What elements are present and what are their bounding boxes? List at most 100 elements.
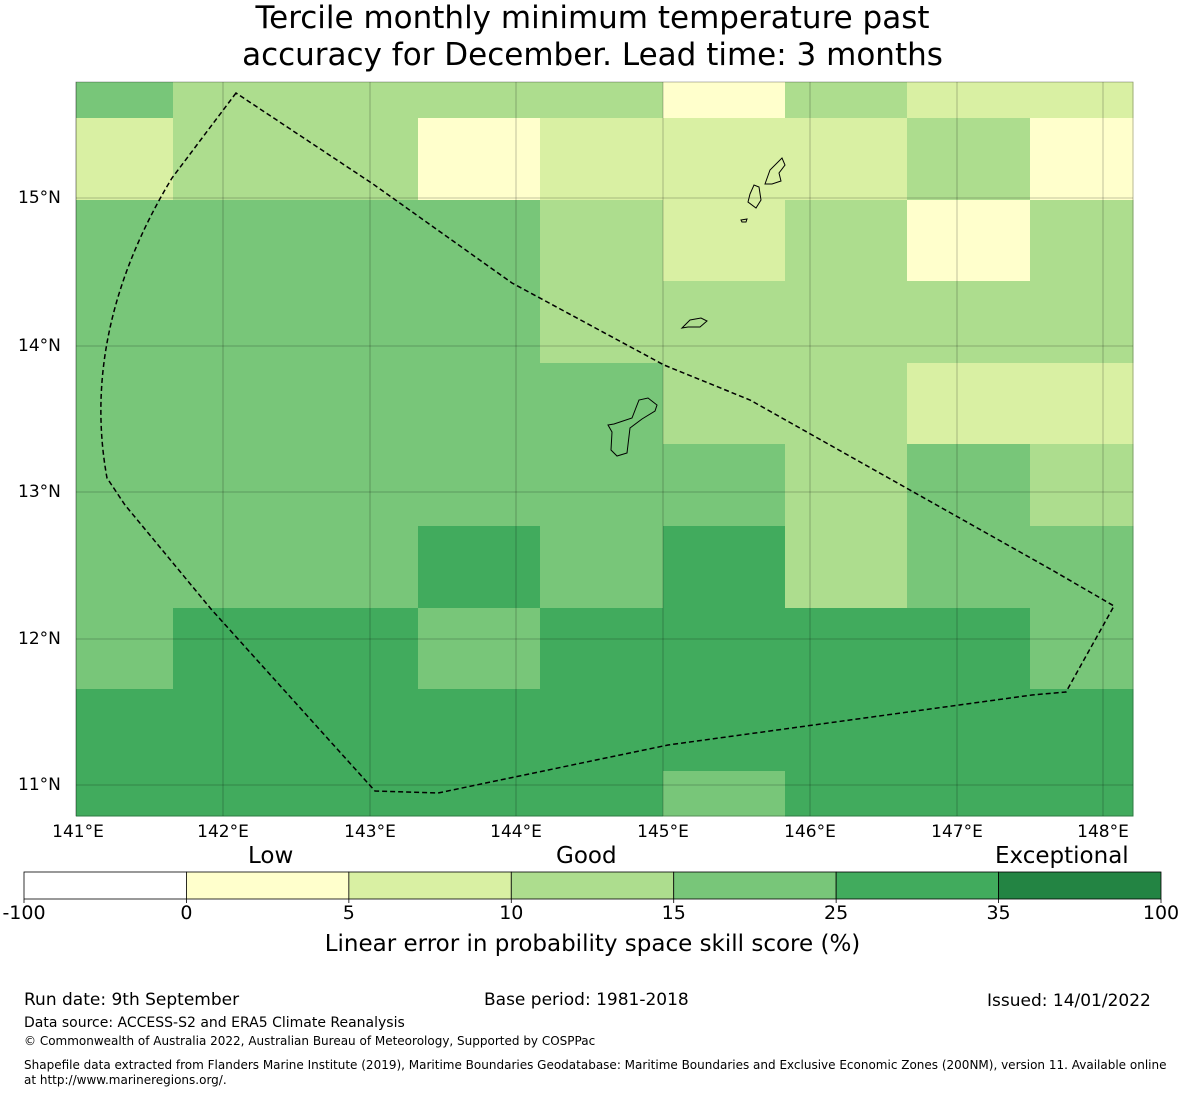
grid-cell <box>663 200 786 282</box>
grid-cell <box>296 526 419 609</box>
island-aguijan <box>740 218 748 223</box>
grid-cell <box>785 281 908 364</box>
longitude-label: 143°E <box>344 822 396 842</box>
grid-cell <box>663 608 786 690</box>
grid-cell <box>418 82 541 119</box>
grid-cell <box>1030 608 1134 690</box>
colorbar-segment <box>23 871 187 900</box>
grid-cell <box>663 363 786 445</box>
grid-cell <box>76 526 174 609</box>
grid-cell <box>418 689 541 772</box>
grid-cell <box>785 526 908 609</box>
grid-cell <box>296 281 419 364</box>
grid-cell <box>785 771 908 817</box>
colorbar-title: Linear error in probability space skill … <box>324 931 861 957</box>
island-tinian <box>747 184 762 209</box>
grid-cell <box>907 363 1031 445</box>
grid-cell <box>1030 200 1134 282</box>
colorbar-tick-label: 0 <box>180 902 193 924</box>
grid-cell <box>296 771 419 817</box>
category-label-good: Good <box>556 843 617 869</box>
latitude-label: 14°N <box>18 336 61 356</box>
grid-cell <box>785 608 908 690</box>
grid-cell <box>296 444 419 527</box>
grid-cell <box>418 608 541 690</box>
grid-cell <box>76 689 174 772</box>
grid-cell <box>540 526 664 609</box>
grid-cell <box>173 281 297 364</box>
grid-cell <box>663 689 786 772</box>
grid-cell <box>296 608 419 690</box>
grid-cell <box>173 689 297 772</box>
grid-cell <box>540 689 664 772</box>
grid-cell <box>173 771 297 817</box>
longitude-label: 147°E <box>931 822 983 842</box>
grid-cell <box>76 444 174 527</box>
grid-cell <box>785 444 908 527</box>
latitude-label: 12°N <box>18 629 61 649</box>
grid-cell <box>785 689 908 772</box>
grid-cell <box>907 689 1031 772</box>
grid-cell <box>76 363 174 445</box>
grid-cell <box>1030 689 1134 772</box>
map-frame <box>75 81 1134 817</box>
grid-cell <box>296 118 419 201</box>
islands <box>607 157 786 457</box>
grid-cell <box>1030 526 1134 609</box>
grid-cell <box>785 118 908 201</box>
colorbar-segment <box>673 871 837 900</box>
colorbar-tick-label: 100 <box>1142 902 1180 924</box>
graticule <box>75 82 1133 816</box>
grid-cell <box>663 82 786 119</box>
base-period: Base period: 1981-2018 <box>484 990 689 1010</box>
grid-cell <box>907 82 1031 119</box>
grid-cell <box>418 526 541 609</box>
run-date: Run date: 9th September <box>24 990 240 1010</box>
grid-cell <box>296 689 419 772</box>
colorbar-segment <box>348 871 512 900</box>
grid-cell <box>418 363 541 445</box>
title-line-1: Tercile monthly minimum temperature past <box>255 0 930 36</box>
grid-cell <box>663 771 786 817</box>
grid-cell <box>173 526 297 609</box>
grid-cell <box>663 118 786 201</box>
grid-cell <box>540 444 664 527</box>
latitude-label: 15°N <box>18 188 61 208</box>
grid-cell <box>663 444 786 527</box>
grid-cell <box>76 200 174 282</box>
map-title: Tercile monthly minimum temperature past… <box>0 0 1185 74</box>
colorbar-segment <box>510 871 675 900</box>
latitude-label: 13°N <box>18 482 61 502</box>
grid-cell <box>173 118 297 201</box>
grid-cell <box>907 608 1031 690</box>
grid-cell <box>785 200 908 282</box>
island-saipan <box>764 157 786 185</box>
grid-cell <box>785 363 908 445</box>
grid-cell <box>540 118 664 201</box>
grid-cell <box>540 281 664 364</box>
grid-cell <box>76 118 174 201</box>
grid-cell <box>540 771 664 817</box>
grid-cell <box>1030 771 1134 817</box>
colorbar-segment <box>835 871 999 900</box>
grid-cell <box>173 444 297 527</box>
grid-cell <box>540 363 664 445</box>
grid-cell <box>1030 363 1134 445</box>
category-label-low: Low <box>248 843 294 869</box>
island-guam <box>607 397 658 457</box>
grid-cell <box>173 363 297 445</box>
colorbar-tick-label: -100 <box>2 902 46 924</box>
longitude-label: 148°E <box>1077 822 1129 842</box>
grid-cell <box>540 82 664 119</box>
title-line-2: accuracy for December. Lead time: 3 mont… <box>242 37 943 73</box>
colorbar-segment <box>186 871 350 900</box>
shapefile-credit-line-1: Shapefile data extracted from Flanders M… <box>24 1058 1167 1072</box>
grid-cell <box>76 82 174 119</box>
grid-cell <box>907 526 1031 609</box>
grid-cell <box>418 444 541 527</box>
eez-boundary <box>100 91 1116 794</box>
grid-cell <box>1030 281 1134 364</box>
island-rota <box>680 317 708 329</box>
grid-cell <box>663 281 786 364</box>
